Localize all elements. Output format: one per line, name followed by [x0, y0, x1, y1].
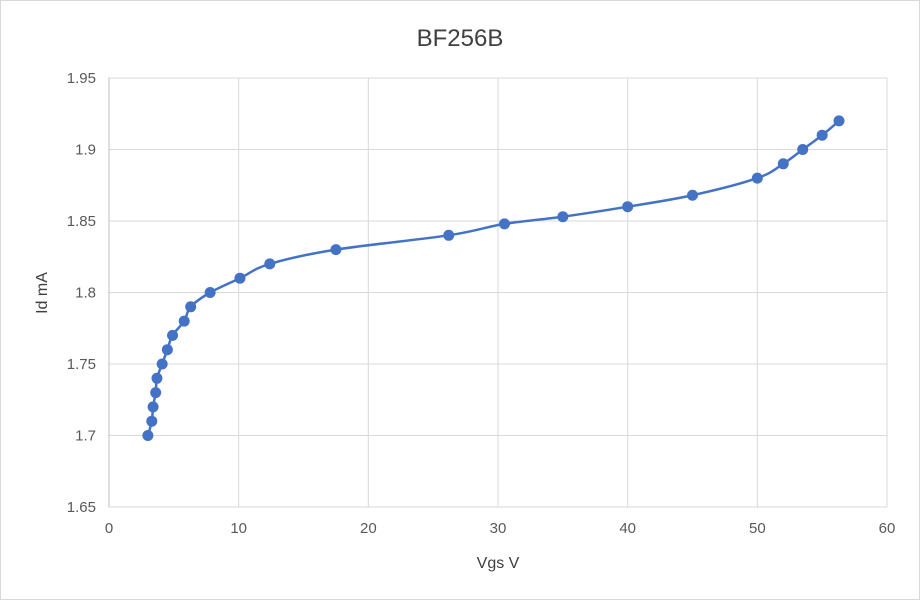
series-line — [146, 119, 840, 436]
y-tick-label: 1.85 — [67, 213, 96, 230]
x-tick-label: 60 — [879, 520, 896, 537]
data-point — [498, 218, 510, 230]
x-axis-title: Vgs V — [477, 555, 520, 572]
data-point — [151, 372, 163, 384]
data-point — [204, 287, 216, 298]
data-point — [234, 272, 246, 284]
y-axis-title: Id mA — [34, 272, 51, 314]
y-tick-label: 1.9 — [75, 142, 96, 159]
x-tick-label: 50 — [749, 520, 766, 537]
x-tick-label: 0 — [105, 520, 113, 537]
data-point — [146, 415, 158, 427]
y-tick-label: 1.95 — [67, 70, 96, 87]
y-tick-label: 1.7 — [75, 428, 96, 445]
data-point — [142, 430, 154, 441]
data-point — [185, 301, 197, 313]
x-tick-label: 40 — [619, 520, 636, 537]
y-tick-labels: 1.65 1.7 1.75 1.8 1.85 1.9 1.95 — [67, 70, 96, 516]
data-point — [150, 387, 162, 399]
data-point — [264, 258, 276, 270]
x-tick-labels: 0 10 20 30 40 50 60 — [105, 520, 896, 537]
data-point — [557, 211, 569, 223]
data-point — [833, 115, 845, 127]
data-point — [777, 158, 789, 170]
x-tick-label: 10 — [230, 520, 247, 537]
x-tick-label: 20 — [360, 520, 377, 537]
series-line-layer — [146, 119, 840, 436]
data-point — [687, 189, 698, 201]
data-point — [330, 244, 342, 256]
y-tick-label: 1.8 — [75, 285, 96, 302]
x-tick-label: 30 — [490, 520, 507, 537]
data-point — [622, 201, 634, 213]
data-point — [797, 144, 809, 155]
y-tick-label: 1.75 — [67, 356, 96, 373]
data-point — [167, 329, 179, 341]
data-point — [443, 229, 455, 241]
y-tick-label: 1.65 — [67, 499, 96, 516]
data-point — [156, 358, 168, 370]
data-point — [178, 315, 190, 327]
data-point — [147, 401, 159, 413]
data-point — [751, 172, 763, 184]
chart-title: BF256B — [417, 25, 504, 52]
data-point — [161, 344, 173, 356]
data-point — [816, 129, 828, 141]
series-points-layer — [142, 115, 845, 441]
grid-layer — [108, 77, 888, 508]
